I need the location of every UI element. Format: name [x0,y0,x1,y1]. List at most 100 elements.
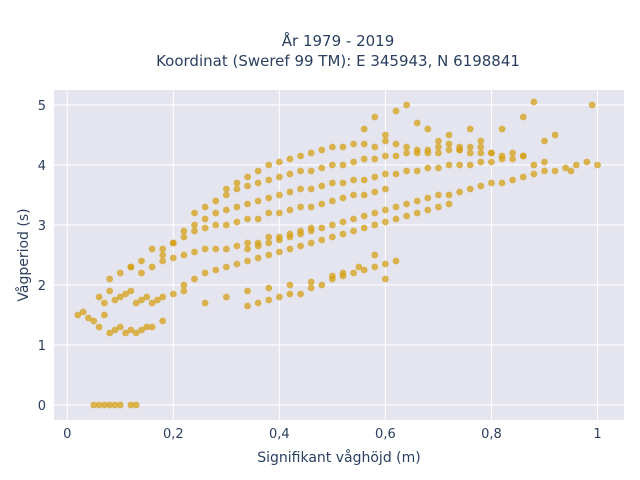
data-point [413,209,421,217]
data-point [403,167,411,175]
data-point [265,251,273,259]
data-point [466,185,474,193]
data-point [477,149,485,157]
data-point [339,143,347,151]
x-tick-label: 0,2 [163,427,184,442]
data-point [403,143,411,151]
data-point [477,158,485,166]
data-point [254,299,262,307]
data-point [169,239,177,247]
data-point [222,185,230,193]
data-point [392,257,400,265]
y-tick-label: 5 [38,99,46,114]
data-point [339,218,347,226]
data-point [498,152,506,160]
data-point [127,401,135,409]
data-point [350,176,357,184]
data-point [222,206,230,214]
data-point [275,191,283,199]
data-point [95,323,103,331]
data-point [191,227,198,235]
data-point [265,239,273,247]
data-point [95,401,103,409]
data-point [244,257,251,265]
data-point [360,176,368,184]
y-axis-title: Vågperiod (s) [15,208,32,301]
data-point [132,329,140,337]
data-point [403,200,411,208]
data-point [381,275,389,283]
data-point [339,269,347,277]
data-point [297,203,304,211]
data-point [265,233,273,241]
data-point [111,401,119,409]
data-point [127,263,135,271]
data-point [106,275,114,283]
data-point [445,131,453,139]
data-point [265,161,273,169]
data-point [328,143,336,151]
data-point [360,140,368,148]
data-point [328,272,336,280]
data-point [360,266,368,274]
x-tick-label: 0 [63,427,71,442]
data-point [254,197,262,205]
data-point [371,143,379,151]
data-point [413,146,421,154]
data-point [435,203,442,211]
data-point [191,248,198,256]
data-point [148,323,156,331]
data-point [159,293,167,301]
data-point [381,131,389,139]
data-point [403,101,411,109]
data-point [244,245,251,253]
data-point [254,242,262,250]
data-point [201,269,209,277]
data-point [275,293,283,301]
data-point [445,191,453,199]
data-point [265,296,273,304]
data-point [371,221,379,229]
data-point [307,284,315,292]
data-point [519,152,527,160]
data-point [435,191,442,199]
data-point [328,197,336,205]
data-point [116,269,124,277]
data-point [339,161,347,169]
data-point [403,212,411,220]
data-point [191,209,198,217]
data-point [328,233,336,241]
data-point [551,167,559,175]
y-tick-label: 4 [38,159,46,174]
data-point [233,185,241,193]
data-point [371,209,379,217]
data-point [541,167,548,175]
data-point [456,143,464,151]
data-point [435,137,442,145]
data-point [297,242,304,250]
data-point [424,194,432,202]
data-point [360,191,368,199]
data-point [381,170,389,178]
data-point [435,164,442,172]
data-point [254,254,262,262]
data-point [212,245,220,253]
data-point [138,257,145,265]
data-point [509,149,517,157]
data-point [413,197,421,205]
data-point [307,278,315,286]
data-point [275,236,283,244]
data-point [116,323,124,331]
data-point [233,179,241,187]
data-point [360,224,368,232]
data-point [328,179,336,187]
data-point [350,140,357,148]
data-point [350,227,357,235]
data-point [445,200,453,208]
data-point [381,152,389,160]
data-point [138,326,145,334]
data-point [286,170,294,178]
data-point [360,155,368,163]
data-point [466,161,474,169]
